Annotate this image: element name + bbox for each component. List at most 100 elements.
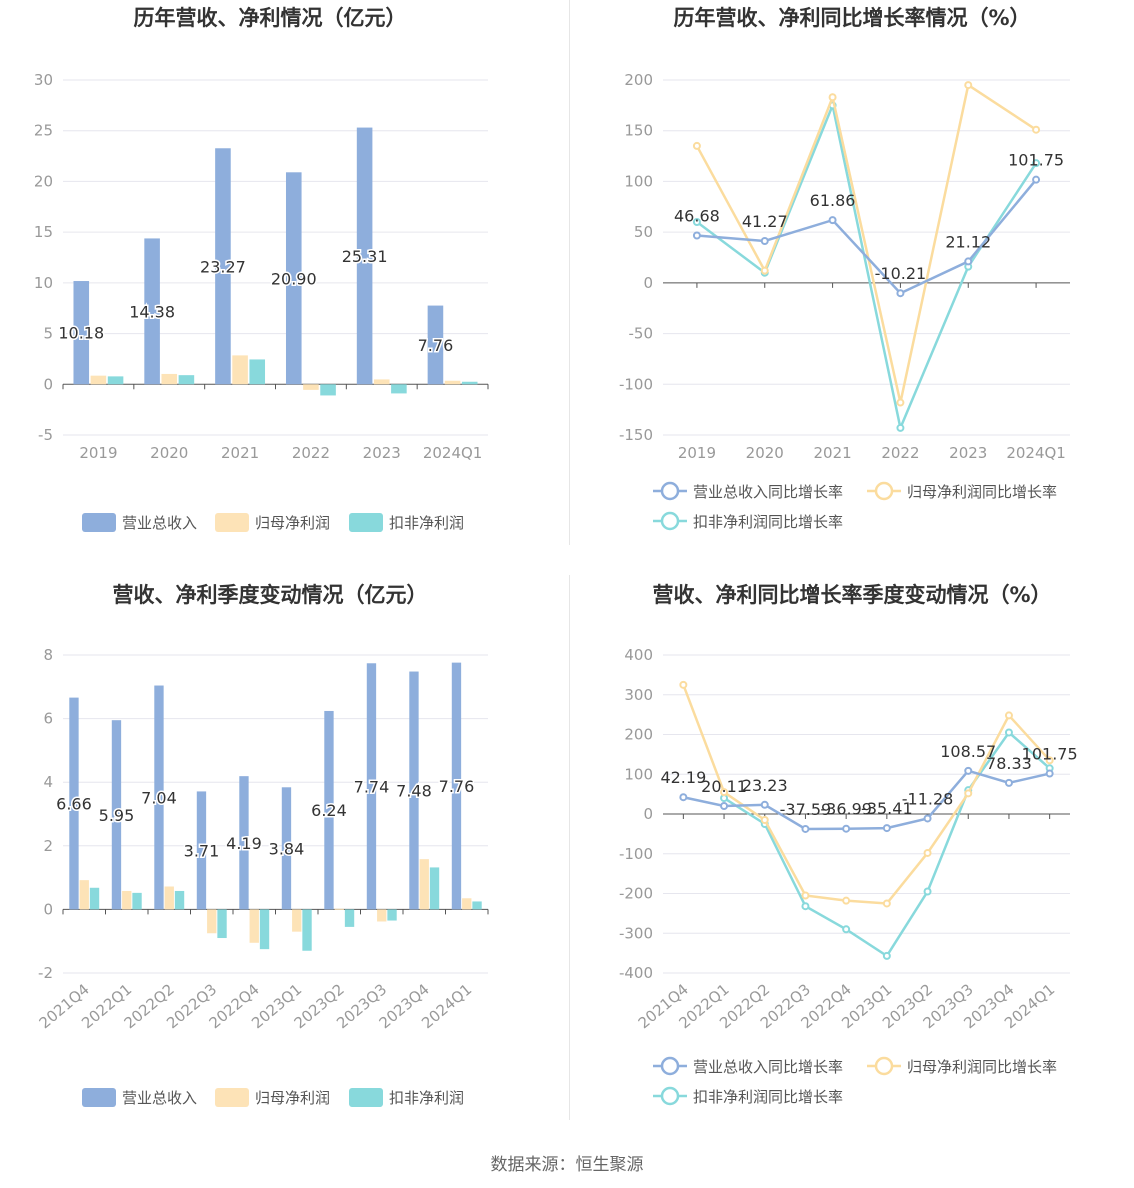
line-data-label: 21.12: [945, 232, 991, 251]
line-point-deducted_profit_line: [1004, 728, 1013, 737]
chart-quarterly-growth: 营收、净利同比增长率季度变动情况（%） -400 -300 -200 -100 0 100 2…: [619, 583, 1078, 1106]
bar-data-label: 20.90: [271, 269, 317, 288]
line-point-revenue_line: [760, 800, 769, 809]
bar-net_profit: [122, 890, 132, 910]
line-series-revenue_line: [683, 769, 1050, 831]
y-tick-label: 2: [43, 837, 53, 855]
line-point-net_profit_line: [801, 891, 810, 900]
line-point-revenue_line: [760, 236, 769, 245]
bar-deducted_profit: [344, 909, 355, 927]
line-point-revenue_line: [679, 793, 688, 802]
y-tick-label: -200: [619, 885, 653, 903]
vertical-divider-bottom: [569, 575, 570, 1120]
legend-label: 营业总收入同比增长率: [693, 1058, 843, 1076]
line-point-net_profit_line: [692, 141, 701, 150]
chart-title: 历年营收、净利同比增长率情况（%）: [673, 6, 1030, 30]
line-point-deducted_profit_line: [801, 902, 810, 911]
bar-revenue: [215, 148, 231, 385]
y-tick-label: 150: [624, 122, 653, 140]
line-point-net_profit_line: [828, 93, 837, 102]
bar-deducted_profit: [461, 381, 478, 385]
y-tick-label: 200: [624, 71, 653, 89]
bar-revenue: [451, 662, 462, 910]
y-tick-label: 50: [634, 223, 653, 241]
bar-revenue: [73, 281, 90, 385]
y-tick-label: -300: [619, 924, 653, 942]
x-tick-label: 2020: [150, 444, 188, 462]
legend-label: 营业总收入: [122, 1089, 197, 1107]
y-tick-label: -100: [619, 375, 653, 393]
bar-data-label: 7.76: [418, 336, 454, 355]
legend-label: 扣非净利润同比增长率: [693, 1088, 843, 1106]
line-series-revenue_line: [696, 178, 1038, 295]
legend-marker: [660, 1086, 680, 1106]
y-tick-label: 20: [34, 172, 53, 190]
y-tick-label: 0: [643, 274, 653, 292]
legend-marker: [660, 511, 680, 531]
y-tick-label: 300: [624, 686, 653, 704]
legend-swatch: [215, 513, 249, 532]
x-tick-label: 2021: [813, 444, 851, 462]
line-point-revenue_line: [964, 257, 973, 266]
bar-net_profit: [303, 384, 319, 390]
x-tick-label: 2022: [881, 444, 919, 462]
legend-marker: [660, 1056, 680, 1076]
line-point-net_profit_line: [720, 788, 729, 797]
bar-data-label: 6.66: [56, 795, 92, 814]
line-point-deducted_profit_line: [692, 218, 701, 226]
line-point-net_profit_line: [964, 789, 973, 798]
x-tick-label: 2023: [949, 444, 987, 462]
line-series-deducted_profit_line: [696, 101, 1038, 433]
bar-deducted_profit: [387, 909, 397, 921]
bar-data-label: 25.31: [342, 247, 388, 266]
line-point-deducted_profit_line: [896, 423, 905, 432]
y-tick-label: -100: [619, 845, 653, 863]
bar-deducted_profit: [89, 887, 100, 910]
line-data-label: -36.99: [820, 800, 872, 819]
legend-swatch: [82, 513, 116, 532]
line-data-label: 23.23: [742, 776, 788, 795]
bar-net_profit: [373, 379, 390, 385]
line-point-net_profit_line: [760, 266, 769, 275]
line-point-revenue_line: [692, 231, 701, 240]
legend-marker: [874, 1056, 894, 1076]
line-point-revenue_line: [720, 802, 729, 811]
y-tick-label: -5: [38, 426, 53, 444]
bar-data-label: 5.95: [99, 806, 135, 825]
line-series-net_profit_line: [695, 83, 1037, 403]
line-point-net_profit_line: [882, 899, 891, 908]
x-tick-label: 2023: [363, 444, 401, 462]
line-point-revenue_line: [1004, 778, 1013, 787]
line-point-revenue_line: [923, 814, 932, 823]
chart-quarterly-values: 营收、净利季度变动情况（亿元）-2024682021Q42022Q12022Q2…: [36, 583, 489, 1107]
x-tick-label: 2019: [678, 444, 716, 462]
line-point-net_profit_line: [1032, 125, 1041, 134]
bar-deducted_profit: [217, 909, 227, 939]
bar-deducted_profit: [132, 892, 142, 910]
line-data-label: -37.59: [780, 800, 832, 819]
line-data-label: 41.27: [742, 212, 788, 231]
y-tick-label: 15: [34, 223, 53, 241]
y-tick-label: 25: [34, 122, 53, 140]
bar-revenue: [356, 127, 373, 385]
line-point-net_profit_line: [1045, 756, 1054, 765]
line-point-revenue_line: [1045, 769, 1054, 778]
line-data-label: 46.68: [674, 207, 720, 226]
y-tick-label: 400: [624, 646, 653, 664]
legend-label: 扣非净利润: [389, 514, 464, 532]
bar-net_profit: [419, 859, 429, 910]
bar-deducted_profit: [249, 359, 266, 385]
chart-annual-growth: 历年营收、净利同比增长率情况（%） -150 -100 -50 0 50 100 150 200…: [619, 6, 1070, 531]
legend-label: 营业总收入: [122, 514, 197, 532]
line-point-net_profit_line: [842, 896, 851, 905]
bar-data-label: 3.71: [184, 841, 220, 860]
bar-deducted_profit: [429, 867, 440, 910]
line-point-revenue_line: [1032, 175, 1041, 184]
chart-annual-values: 历年营收、净利情况（亿元） -5 0 5 10 15 20 25 30 2019 2020 2021 2…: [34, 6, 489, 532]
line-point-net_profit_line: [964, 81, 973, 90]
y-tick-label: 100: [624, 172, 653, 190]
bar-net_profit: [207, 909, 217, 934]
bar-revenue: [324, 710, 334, 910]
bar-revenue: [285, 172, 302, 385]
bar-data-label: 7.74: [354, 777, 390, 796]
